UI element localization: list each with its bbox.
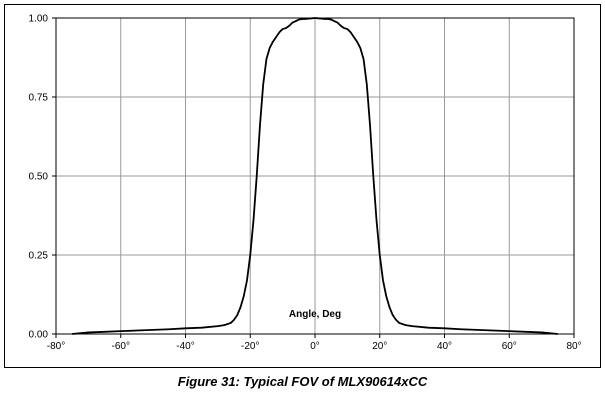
series-line-fov <box>72 17 558 335</box>
x-tick-label: 20° <box>372 341 387 352</box>
x-tick-label: -20° <box>241 341 259 352</box>
x-tick-label: -80° <box>47 341 65 352</box>
x-tick-label: -60° <box>112 341 130 352</box>
series-layer <box>72 17 558 335</box>
y-tick-label: 1.00 <box>29 14 49 25</box>
y-tick-label: 0.25 <box>29 251 49 262</box>
x-tick-label: -40° <box>176 341 194 352</box>
grid-layer <box>55 17 575 335</box>
y-tick-label: 0.50 <box>29 172 49 183</box>
x-tick-label: 0° <box>310 341 320 352</box>
label-layer: -80° -60° -40° -20° 0° 20° 40° 60° 80° 0.00 0.25 0.… <box>29 14 582 353</box>
x-tick-label: 40° <box>437 341 452 352</box>
y-tick-label: 0.00 <box>29 330 49 341</box>
fov-chart: -80° -60° -40° -20° 0° 20° 40° 60° 80° 0.00 0.25 0.… <box>29 14 582 353</box>
figure-caption: Figure 31: Typical FOV of MLX90614xCC <box>177 374 428 389</box>
y-tick-label: 0.75 <box>29 93 49 104</box>
axis-layer <box>52 17 575 338</box>
x-tick-label: 60° <box>502 341 517 352</box>
axis-annotation: Angle, Deg <box>289 309 341 320</box>
x-tick-label: 80° <box>566 341 581 352</box>
chart-frame <box>4 4 601 368</box>
